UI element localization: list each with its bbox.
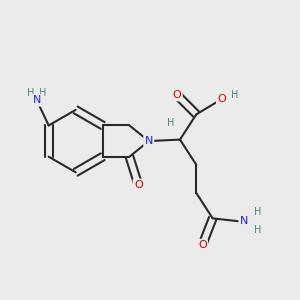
Text: O: O [134,180,143,190]
Text: O: O [173,90,182,100]
Text: O: O [198,240,207,250]
Text: N: N [33,95,41,105]
Text: H: H [254,207,261,218]
Text: H: H [254,225,261,235]
Text: N: N [145,136,153,146]
Text: O: O [217,94,226,104]
Text: N: N [240,216,248,226]
Text: H: H [27,88,34,98]
Text: H: H [39,88,46,98]
Text: H: H [231,90,239,100]
Text: H: H [167,118,175,128]
